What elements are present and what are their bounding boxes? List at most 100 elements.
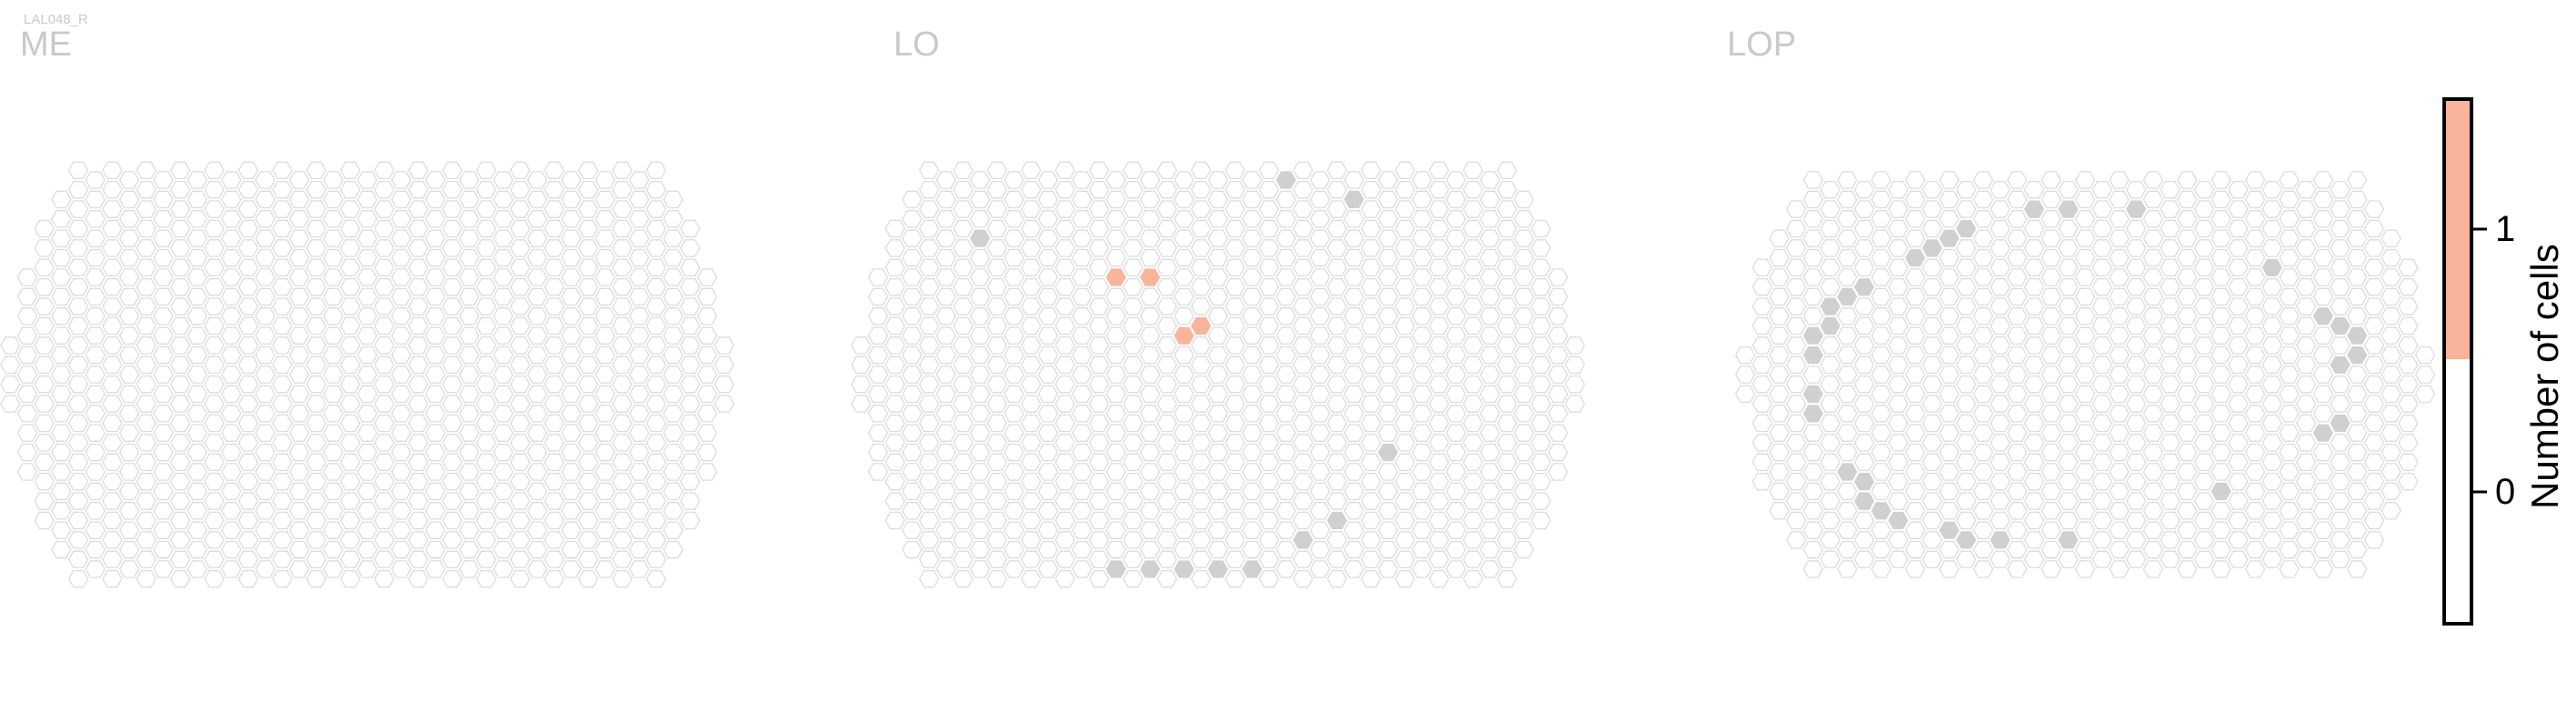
column-hex <box>1871 287 1892 306</box>
column-hex <box>1309 171 1331 189</box>
column-hex <box>1377 190 1399 209</box>
column-hex <box>272 355 293 375</box>
column-hex <box>1021 511 1042 530</box>
column-hex <box>2142 560 2164 578</box>
column-hex <box>102 375 123 394</box>
column-hex <box>1123 531 1143 549</box>
column-hex <box>391 229 412 247</box>
column-hex <box>1955 258 1977 277</box>
column-hex <box>458 366 480 384</box>
column-hex <box>1377 171 1399 189</box>
column-hex <box>323 268 344 286</box>
column-hex <box>1037 385 1059 404</box>
column-hex <box>458 560 480 578</box>
column-hex <box>2398 453 2419 472</box>
column-hex <box>1531 453 1552 472</box>
column-hex <box>407 355 429 375</box>
column-hex <box>2295 219 2317 238</box>
column-hex <box>1853 355 1875 375</box>
grey-column-hex <box>1990 531 2011 549</box>
column-hex <box>1955 472 1977 491</box>
column-hex <box>424 210 446 228</box>
column-hex <box>1871 171 1892 189</box>
column-hex <box>1003 502 1024 520</box>
grey-column-hex <box>1293 531 1313 549</box>
column-hex <box>1785 336 1807 355</box>
column-hex <box>2228 200 2249 218</box>
column-hex <box>1326 375 1348 394</box>
column-hex <box>170 200 191 218</box>
column-hex <box>1394 258 1415 277</box>
column-hex <box>323 521 344 539</box>
column-hex <box>2244 345 2266 365</box>
column-hex <box>1531 316 1552 335</box>
column-hex <box>1293 336 1313 355</box>
column-hex <box>1088 550 1110 569</box>
column-hex <box>680 336 701 355</box>
column-hex <box>237 472 259 491</box>
column-hex <box>663 502 684 520</box>
column-hex <box>305 375 327 394</box>
column-hex <box>1990 434 2011 452</box>
column-hex <box>2279 405 2300 423</box>
column-hex <box>1293 395 1313 413</box>
column-hex <box>851 355 872 375</box>
column-hex <box>305 472 327 491</box>
column-hex <box>1785 395 1807 413</box>
column-hex <box>356 171 378 189</box>
column-hex <box>986 472 1008 491</box>
column-hex <box>493 424 514 442</box>
column-hex <box>2041 190 2062 209</box>
column-hex <box>1123 297 1143 315</box>
column-hex <box>493 405 514 423</box>
column-hex <box>2312 248 2334 267</box>
column-hex <box>221 248 242 267</box>
column-hex <box>867 345 889 365</box>
column-hex <box>323 229 344 247</box>
column-hex <box>374 569 394 588</box>
column-hex <box>1428 375 1450 394</box>
column-hex <box>1326 239 1348 257</box>
column-hex <box>1224 219 1245 238</box>
column-hex <box>1394 434 1415 452</box>
column-hex <box>186 171 208 189</box>
column-hex <box>323 326 344 345</box>
column-hex <box>1224 355 1245 375</box>
grey-column-hex <box>1837 463 1858 481</box>
column-hex <box>884 434 905 452</box>
column-hex <box>1922 219 1942 238</box>
column-hex <box>1088 511 1110 530</box>
column-hex <box>374 355 394 375</box>
column-hex <box>1343 385 1364 404</box>
column-hex <box>1293 258 1313 277</box>
column-hex <box>2058 316 2079 335</box>
column-hex <box>305 569 327 588</box>
column-hex <box>526 424 548 442</box>
column-hex <box>1377 540 1399 559</box>
column-hex <box>2312 190 2334 209</box>
column-hex <box>458 248 480 267</box>
column-hex <box>1853 375 1875 394</box>
column-hex <box>475 453 497 472</box>
column-hex <box>2176 463 2198 481</box>
column-hex <box>2211 229 2232 247</box>
column-hex <box>1003 443 1024 462</box>
column-hex <box>204 531 225 549</box>
column-hex <box>2058 472 2079 491</box>
column-hex <box>1428 434 1450 452</box>
column-hex <box>51 540 72 559</box>
column-hex <box>1021 239 1042 257</box>
column-hex <box>1990 472 2011 491</box>
column-hex <box>1139 463 1161 481</box>
column-hex <box>2092 511 2112 530</box>
grey-column-hex <box>1173 560 1194 578</box>
column-hex <box>2074 540 2096 559</box>
column-hex <box>2176 405 2198 423</box>
column-hex <box>1547 463 1569 481</box>
column-hex <box>969 307 991 325</box>
column-hex <box>153 521 174 539</box>
column-hex <box>2074 366 2096 384</box>
column-hex <box>663 268 684 286</box>
column-hex <box>935 463 957 481</box>
column-hex <box>1888 414 1909 433</box>
